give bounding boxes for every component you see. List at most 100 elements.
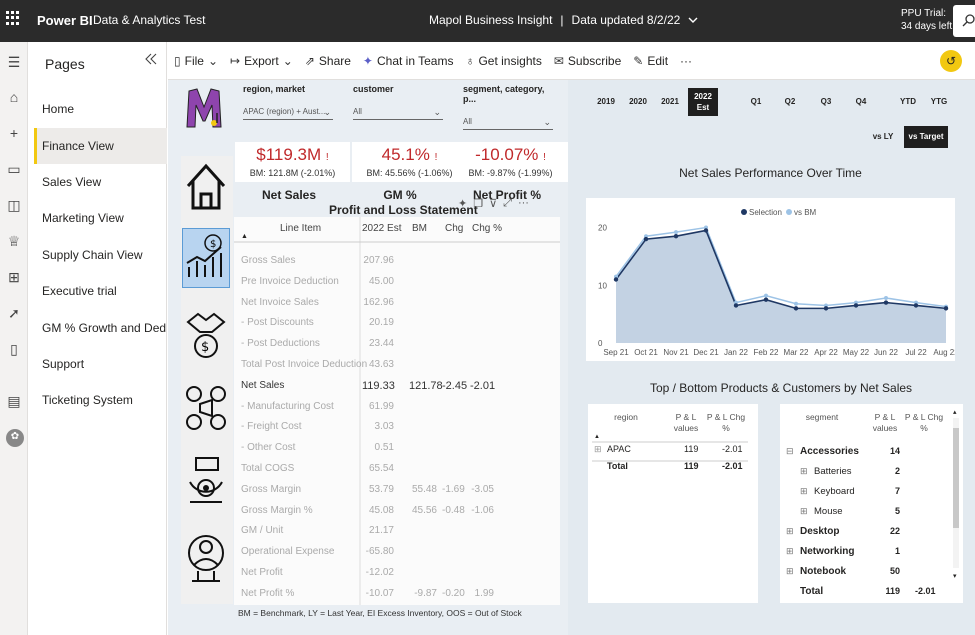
get-insights-button[interactable]: ♁ Get insights [465, 54, 541, 68]
expand-icon[interactable]: ⊞ [786, 566, 794, 576]
home-icon[interactable]: ⌂ [9, 89, 19, 105]
pin-icon[interactable]: ✦ [458, 198, 468, 210]
page-item-supply-chain-view[interactable]: Supply Chain View [42, 248, 143, 262]
scrollbar-thumb[interactable] [953, 428, 959, 528]
expand-icon[interactable]: ⊞ [786, 546, 794, 556]
workspaces-icon[interactable]: ▤ [7, 393, 21, 409]
net-sales-chart[interactable]: 0 10 20 Sep 21 Oct 21 Nov 21 Dec 21 Jan 22 Feb 2… [586, 198, 959, 361]
segment-slicer[interactable]: segment, category, p... All ⌄ [463, 84, 553, 130]
region-header[interactable]: region [614, 412, 638, 422]
nav-sales-icon[interactable]: $ [182, 302, 230, 362]
pl-row[interactable]: GM / Unit 21.17 [234, 521, 560, 541]
pl-header-est[interactable]: 2022 Est [362, 223, 402, 234]
segment-cell-label[interactable]: Mouse [814, 506, 843, 517]
filter-icon[interactable]: ⊽ [489, 198, 498, 210]
pl-header-chg[interactable]: Chg [445, 223, 464, 234]
create-icon[interactable]: + [9, 125, 19, 141]
export-menu[interactable]: ↦ Export ⌄ [230, 54, 293, 68]
pl-row[interactable]: - Freight Cost 3.03 [234, 417, 560, 437]
subscribe-button[interactable]: ✉ Subscribe [554, 54, 621, 68]
share-button[interactable]: ⇗ Share [305, 54, 351, 68]
pl-row[interactable]: Gross Margin % 45.08 45.56 -0.48 -1.06 [234, 501, 560, 521]
app-launcher-icon[interactable] [6, 11, 20, 25]
segment-cell-label[interactable]: Total [800, 586, 824, 597]
customer-slicer-dropdown[interactable]: All ⌄ [353, 104, 443, 120]
segment-cell-label[interactable]: Accessories [800, 446, 859, 457]
expand-icon[interactable]: ⊞ [786, 526, 794, 536]
page-item-sales-view[interactable]: Sales View [42, 175, 102, 189]
pl-header-chg-pct[interactable]: Chg % [472, 223, 503, 234]
region-slicer-dropdown[interactable]: APAC (region) + Aust... ⌄ [243, 104, 333, 120]
page-item-marketing-view[interactable]: Marketing View [42, 211, 124, 225]
compare-vs-ly-button[interactable]: vs LY [872, 132, 894, 141]
kpi-card-gm[interactable]: 45.1% ! BM: 45.56% (-1.06%) [352, 142, 467, 182]
expand-icon[interactable]: ⊞ [594, 444, 602, 454]
region-values-header[interactable]: P & L values [673, 412, 699, 433]
period-button-ytg[interactable]: YTG [930, 97, 948, 106]
pl-row[interactable]: Net Profit % -10.07 -9.87 -0.20 1.99 [234, 584, 560, 604]
browse-icon[interactable]: ▭ [7, 161, 21, 177]
region-table[interactable]: region P & L values P & L Chg % ▲ ⊞ APAC 1… [588, 404, 758, 603]
page-item-finance-view[interactable]: Finance View [34, 128, 167, 164]
pl-row[interactable]: Gross Sales 207.96 [234, 251, 560, 271]
nav-executive-icon[interactable] [182, 527, 230, 587]
pl-row[interactable]: Total Post Invoice Deduction 43.63 [234, 355, 560, 375]
page-item-home[interactable]: Home [42, 102, 75, 116]
segment-table[interactable]: segment P & L values P & L Chg % ▴ ▾ ⊟ Ac… [780, 404, 963, 603]
pl-row[interactable]: Total COGS 65.54 [234, 459, 560, 479]
quarter-button-q3[interactable]: Q3 [820, 97, 832, 106]
segment-slicer-dropdown[interactable]: All ⌄ [463, 114, 553, 130]
segment-cell-label[interactable]: Networking [800, 546, 855, 557]
pl-row[interactable]: Net Invoice Sales 162.96 [234, 293, 560, 313]
deployment-icon[interactable]: ➚ [8, 305, 20, 321]
chevron-down-icon[interactable] [688, 13, 698, 27]
segment-cell-label[interactable]: Desktop [800, 526, 840, 537]
quarter-button-q2[interactable]: Q2 [784, 97, 796, 106]
workspace-name[interactable]: Data & Analytics Test [93, 13, 206, 27]
more-options-icon[interactable]: ··· [517, 197, 529, 209]
page-item-support[interactable]: Support [42, 357, 85, 371]
nav-supply-chain-icon[interactable] [182, 452, 230, 512]
segment-scrollbar[interactable] [953, 418, 959, 568]
segment-cell-label[interactable]: Keyboard [814, 486, 855, 497]
pl-row[interactable]: Operational Expense -65.80 [234, 542, 560, 562]
customer-slicer[interactable]: customer All ⌄ [353, 84, 443, 120]
workspace-avatar-icon[interactable]: ✿ [6, 429, 24, 447]
sort-up-icon[interactable]: ▲ [594, 434, 600, 440]
search-button[interactable] [953, 5, 975, 37]
page-item-executive-trial[interactable]: Executive trial [42, 284, 117, 298]
segment-values-header[interactable]: P & L values [872, 412, 898, 433]
pl-row[interactable]: - Post Discounts 20.19 [234, 313, 560, 333]
nav-marketing-icon[interactable] [182, 378, 230, 438]
year-button-2022[interactable]: 2022 Est [688, 88, 718, 116]
reset-icon[interactable]: ↺ [940, 50, 962, 72]
pl-row[interactable]: Net Sales 119.33 121.78 -2.45 -2.01 [234, 376, 560, 396]
region-market-slicer[interactable]: region, market APAC (region) + Aust... ⌄ [243, 84, 333, 120]
sort-up-icon[interactable]: ▲ [241, 233, 248, 240]
data-updated-button[interactable]: Data updated 8/2/22 [571, 13, 681, 27]
scroll-up-icon[interactable]: ▴ [953, 409, 957, 416]
goals-icon[interactable]: ♕ [7, 233, 21, 249]
nav-finance-icon[interactable]: $ [182, 228, 230, 288]
kpi-card-net-profit[interactable]: -10.07% ! BM: -9.87% (-1.99%) [453, 142, 568, 182]
period-button-ytd[interactable]: YTD [900, 97, 916, 106]
pl-row[interactable]: Gross Margin 53.79 55.48 -1.69 -3.05 [234, 480, 560, 500]
year-button-2020[interactable]: 2020 [629, 97, 647, 106]
page-item-gm-growth[interactable]: GM % Growth and Ded... [42, 321, 167, 335]
more-options-button[interactable]: ··· [680, 54, 692, 68]
chat-in-teams-button[interactable]: ✦ Chat in Teams [363, 54, 454, 68]
quarter-button-q4[interactable]: Q4 [855, 97, 867, 106]
expand-icon[interactable]: ⊞ [800, 466, 808, 476]
segment-cell-label[interactable]: Batteries [814, 466, 852, 477]
datahub-icon[interactable]: ◫ [7, 197, 21, 213]
apps-icon[interactable]: ⊞ [8, 269, 20, 285]
year-button-2019[interactable]: 2019 [597, 97, 615, 106]
segment-header[interactable]: segment [805, 412, 839, 422]
trial-status[interactable]: PPU Trial: 34 days left [901, 7, 952, 33]
pl-header-bm[interactable]: BM [412, 223, 427, 234]
file-menu[interactable]: ▯ File ⌄ [174, 54, 218, 68]
pl-header-line-item[interactable]: Line Item [280, 223, 322, 234]
learn-icon[interactable]: ▯ [10, 341, 18, 357]
region-chg-header[interactable]: P & L Chg % [706, 412, 746, 433]
kpi-card-net-sales[interactable]: $119.3M ! BM: 121.8M (-2.01%) [235, 142, 350, 182]
